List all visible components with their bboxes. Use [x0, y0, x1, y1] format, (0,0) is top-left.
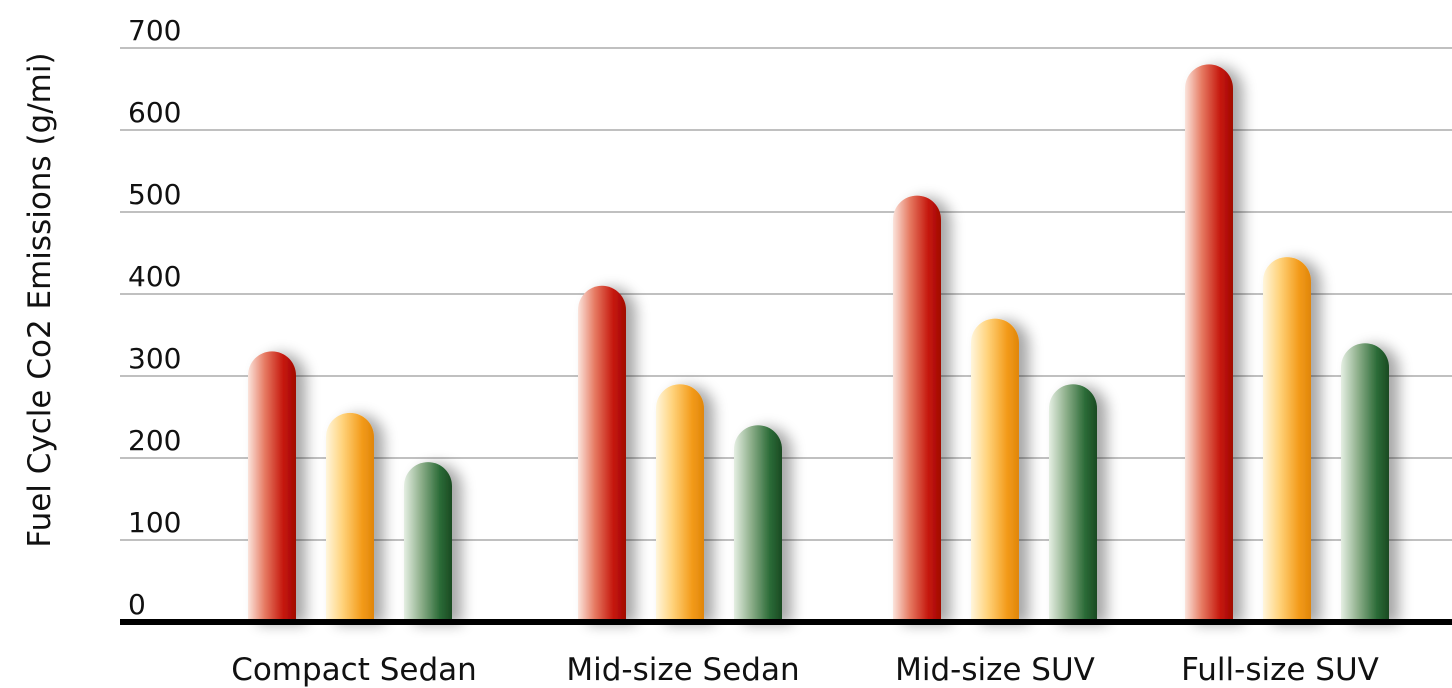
bar-compact-sedan-series-2 [326, 412, 374, 622]
grid-lines [120, 47, 1452, 541]
bar-mid-size-sedan-series-3 [734, 425, 783, 622]
y-tick-labels: 0 100 200 300 400 500 600 700 [128, 14, 181, 621]
bar-mid-size-sedan-series-1 [578, 285, 626, 622]
y-tick-label: 100 [128, 506, 181, 539]
y-tick-label: 0 [128, 588, 146, 621]
bar-full-size-suv-series-2 [1263, 257, 1311, 622]
category-label: Full-size SUV [1181, 652, 1379, 688]
category-label: Mid-size Sedan [566, 652, 799, 688]
y-tick-label: 500 [128, 178, 181, 211]
y-axis-title: Fuel Cycle Co2 Emissions (g/mi) [22, 52, 58, 547]
bar-mid-size-suv-series-1 [893, 195, 942, 622]
bar-mid-size-suv-series-2 [971, 318, 1019, 622]
y-tick-label: 300 [128, 342, 181, 375]
bar-mid-size-suv-series-3 [1049, 384, 1097, 622]
category-label: Mid-size SUV [895, 652, 1095, 688]
bars [248, 64, 1389, 622]
category-label: Compact Sedan [231, 652, 477, 688]
y-tick-label: 400 [128, 260, 181, 293]
y-tick-label: 700 [128, 14, 181, 47]
bar-full-size-suv-series-1 [1185, 64, 1233, 622]
y-tick-label: 200 [128, 424, 181, 457]
bar-mid-size-sedan-series-2 [656, 384, 704, 622]
bar-compact-sedan-series-1 [248, 351, 296, 622]
bar-full-size-suv-series-3 [1341, 343, 1389, 622]
y-tick-label: 600 [128, 96, 181, 129]
bar-compact-sedan-series-3 [404, 462, 452, 622]
category-labels: Compact Sedan Mid-size Sedan Mid-size SUV F… [231, 652, 1379, 688]
